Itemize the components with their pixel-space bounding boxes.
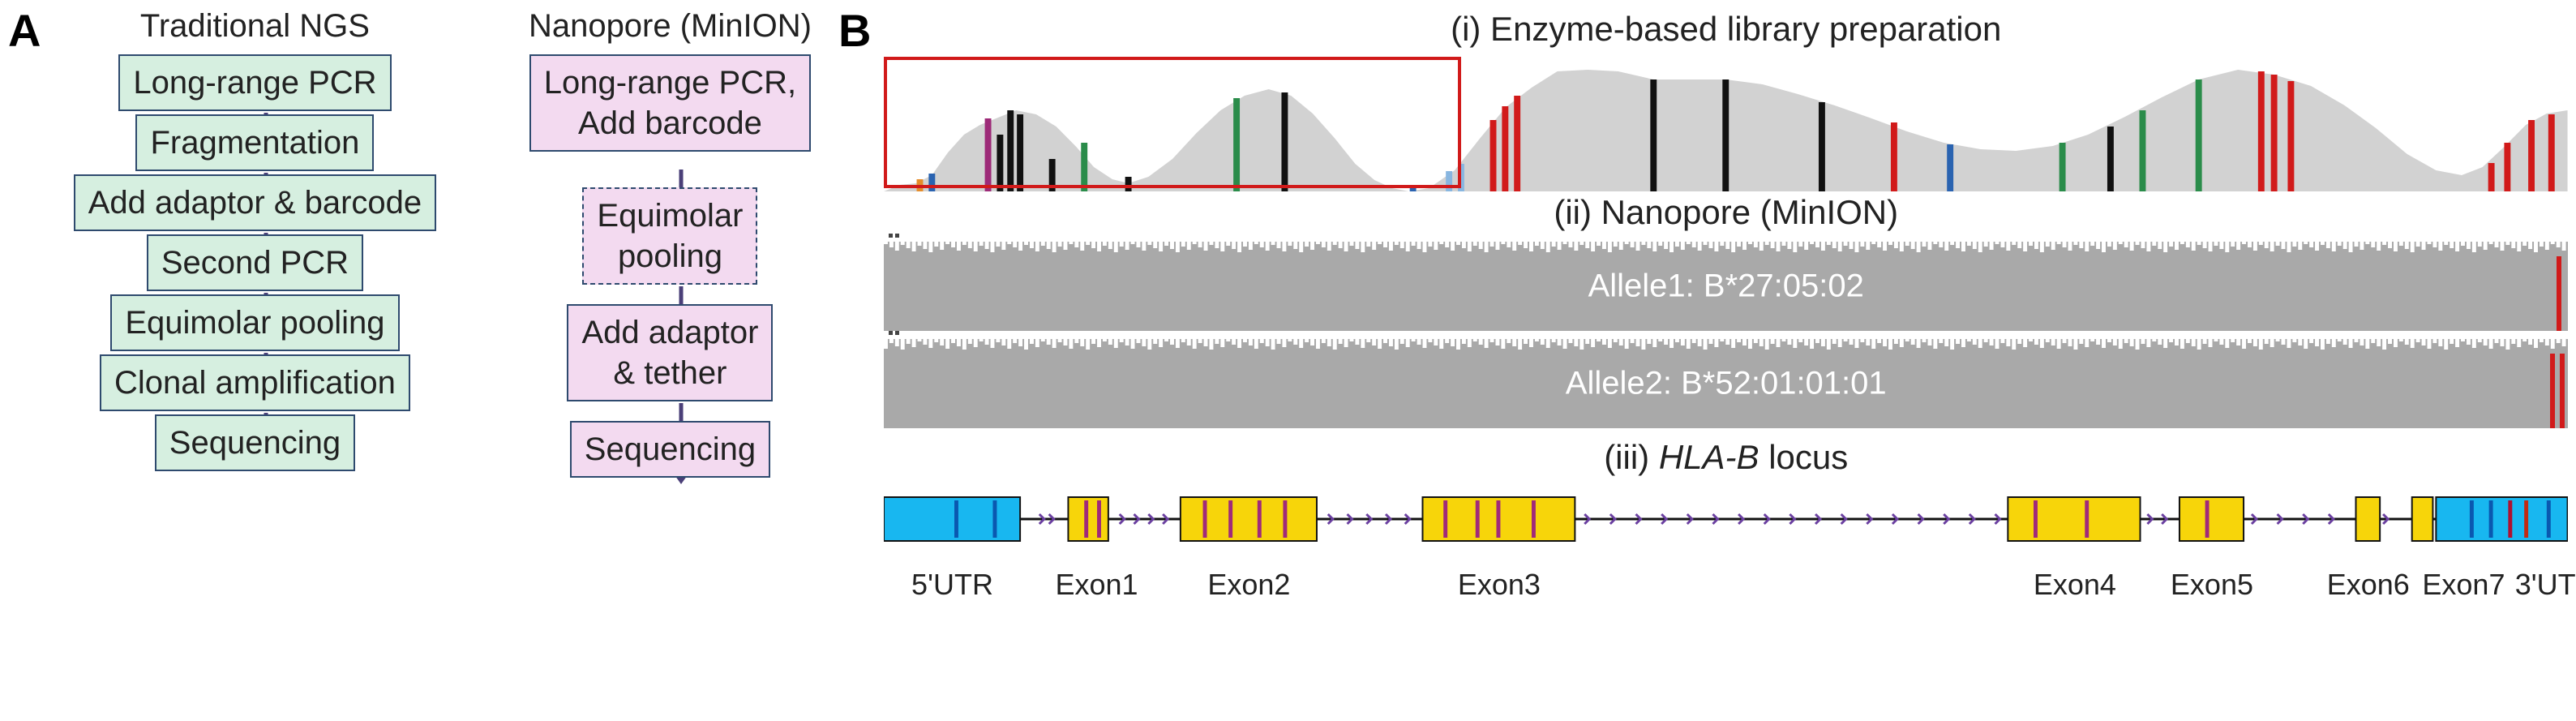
nanopore-allele-track: Allele1: B*27:05:02 <box>884 242 2568 331</box>
track-ragged-edge-icon <box>884 242 2568 256</box>
panel-b: B (i) Enzyme-based library preparation (… <box>838 8 2568 713</box>
flow-step: Add adaptor& tether <box>567 304 773 401</box>
sub3-title-suffix: locus <box>1759 438 1849 476</box>
low-coverage-highlight-box <box>884 57 1461 188</box>
locus-segment-label: 3'UTR <box>2515 568 2576 602</box>
locus-svg <box>884 487 2568 551</box>
locus-segment-label: Exon1 <box>1055 568 1138 602</box>
locus-segment-label: Exon7 <box>2422 568 2505 602</box>
locus-segment-label: Exon4 <box>2034 568 2116 602</box>
panel-a-columns: Traditional NGS Long-range PCR Fragmenta… <box>60 8 864 478</box>
hla-b-locus-track <box>884 487 2568 568</box>
sub3-title-prefix: (iii) <box>1604 438 1659 476</box>
panel-a: A Traditional NGS Long-range PCR Fragmen… <box>8 8 819 713</box>
track-ragged-edge-icon <box>884 339 2568 354</box>
figure-root: A Traditional NGS Long-range PCR Fragmen… <box>8 8 2568 713</box>
flow-step: Add adaptor & barcode <box>74 174 436 231</box>
locus-segment-label: Exon6 <box>2327 568 2410 602</box>
flow-step: Long-range PCR <box>118 54 391 111</box>
locus-segment-label: Exon2 <box>1207 568 1290 602</box>
flowchart-traditional-ngs: Traditional NGS Long-range PCR Fragmenta… <box>60 8 449 478</box>
allele-label: Allele1: B*27:05:02 <box>1588 268 1864 305</box>
flow-step: Equimolar pooling <box>110 294 399 351</box>
flow-step: Long-range PCR,Add barcode <box>529 54 811 152</box>
flow-step: Sequencing <box>155 414 355 471</box>
panel-b-sub3-title: (iii) HLA-B locus <box>884 438 2568 477</box>
flow-step: Second PCR <box>147 234 363 291</box>
flow-step: Equimolarpooling <box>582 187 757 285</box>
panel-b-sub1-title: (i) Enzyme-based library preparation <box>884 10 2568 49</box>
track-start-dot-icon <box>889 234 893 238</box>
flowchart-nanopore: Nanopore (MinION) Long-range PCR,Add bar… <box>475 8 864 478</box>
track-start-dot-icon <box>889 331 893 335</box>
flowchart-title-nanopore: Nanopore (MinION) <box>529 8 812 45</box>
locus-segment-label: 5'UTR <box>911 568 993 602</box>
flowchart-title-traditional: Traditional NGS <box>140 8 370 45</box>
panel-a-letter: A <box>8 8 41 54</box>
locus-segment-label: Exon5 <box>2171 568 2253 602</box>
nanopore-allele-tracks: Allele1: B*27:05:02 Allele2: B*52:01:01:0… <box>884 237 2568 436</box>
allele-label: Allele2: B*52:01:01:01 <box>1566 366 1887 402</box>
flow-step: Clonal amplification <box>100 354 410 411</box>
flow-step: Sequencing <box>570 421 770 478</box>
coverage-plot-enzyme <box>884 54 2568 191</box>
track-start-dot-icon <box>895 234 899 238</box>
locus-segment-label: Exon3 <box>1458 568 1541 602</box>
panel-b-body: (i) Enzyme-based library preparation (ii… <box>884 8 2568 603</box>
panel-a-header: A Traditional NGS Long-range PCR Fragmen… <box>8 8 819 478</box>
hla-b-locus-labels: 5'UTR Exon1 Exon2 Exon3 Exon4 Exon5 Exon6 Exon7… <box>884 568 2568 603</box>
track-variant-bars <box>2519 339 2568 428</box>
sub3-title-ital: HLA-B <box>1659 438 1759 476</box>
track-variant-bars <box>2519 242 2568 331</box>
panel-b-letter: B <box>838 8 871 54</box>
panel-b-sub2-title: (ii) Nanopore (MinION) <box>884 193 2568 232</box>
nanopore-allele-track: Allele2: B*52:01:01:01 <box>884 339 2568 428</box>
flow-step: Fragmentation <box>135 114 374 171</box>
track-start-dot-icon <box>895 331 899 335</box>
